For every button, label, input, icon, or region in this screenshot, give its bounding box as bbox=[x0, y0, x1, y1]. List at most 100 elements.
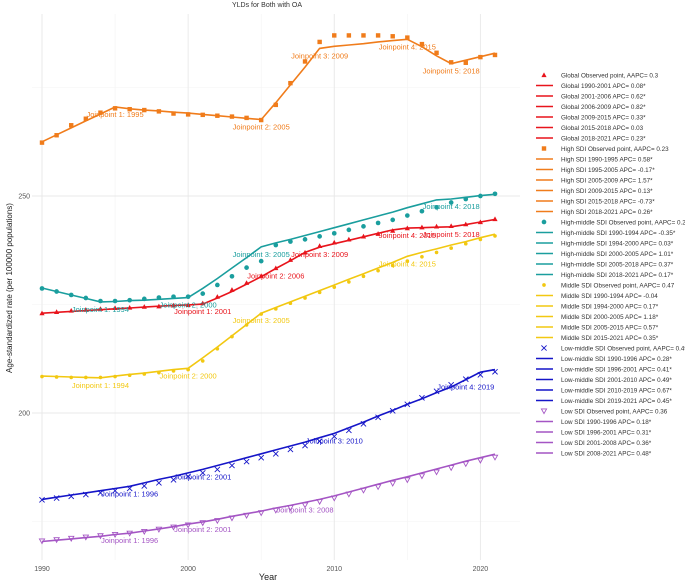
observed-point bbox=[53, 495, 60, 501]
observed-point bbox=[127, 106, 132, 112]
observed-point bbox=[433, 388, 440, 395]
observed-point bbox=[433, 469, 440, 476]
joinpoint-label: Joinpoint 4: 2019 bbox=[437, 383, 494, 392]
observed-point bbox=[447, 465, 455, 472]
legend-label: Global Observed point, AAPC= 0.3 bbox=[561, 73, 659, 80]
observed-point bbox=[390, 263, 395, 268]
observed-point bbox=[302, 442, 308, 449]
observed-point bbox=[360, 420, 367, 427]
observed-point bbox=[67, 535, 75, 542]
legend-label: High SDI 2009-2015 APC= 0.13* bbox=[561, 188, 653, 195]
observed-point bbox=[492, 216, 498, 222]
legend-marker bbox=[541, 219, 547, 225]
observed-point bbox=[434, 204, 439, 210]
legend-marker bbox=[540, 408, 548, 415]
observed-point bbox=[214, 466, 221, 473]
observed-point bbox=[258, 454, 265, 461]
observed-point bbox=[478, 54, 483, 60]
observed-point bbox=[68, 307, 74, 313]
observed-point bbox=[448, 60, 454, 65]
observed-point bbox=[185, 112, 191, 117]
legend-label: Middle SDI 2015-2021 APC= 0.35* bbox=[561, 335, 659, 342]
observed-point bbox=[448, 381, 455, 388]
observed-point bbox=[331, 230, 337, 236]
observed-point bbox=[418, 473, 426, 480]
joinpoint-label: Joinpoint 3: 2009 bbox=[291, 250, 348, 259]
observed-point bbox=[111, 531, 119, 539]
observed-points bbox=[38, 33, 499, 545]
observed-point bbox=[185, 302, 191, 308]
legend-marker bbox=[541, 146, 547, 151]
observed-point bbox=[39, 140, 45, 145]
observed-point bbox=[185, 473, 192, 480]
joinpoint-label: Joinpoint 1: 1994 bbox=[72, 305, 129, 314]
observed-point bbox=[361, 224, 366, 229]
joinpoint-label: Joinpoint 1: 1994 bbox=[72, 381, 129, 390]
legend: Global Observed point, AAPC= 0.3 Global 1… bbox=[536, 72, 685, 458]
legend-marker bbox=[542, 283, 546, 287]
observed-point bbox=[345, 427, 352, 434]
observed-point bbox=[83, 116, 89, 121]
legend-label: High-middle SDI Observed point, AAPC= 0.… bbox=[561, 220, 685, 227]
joinpoint-label: Joinpoint 2: 2000 bbox=[160, 301, 217, 310]
observed-point bbox=[39, 286, 45, 291]
observed-point bbox=[390, 228, 396, 233]
observed-point bbox=[332, 33, 337, 38]
observed-point bbox=[419, 208, 425, 214]
legend-label: High SDI 2005-2009 APC= 1.57* bbox=[561, 178, 653, 185]
observed-point bbox=[361, 33, 366, 38]
observed-point bbox=[200, 112, 205, 118]
legend-label: Middle SDI Observed point, AAPC= 0.47 bbox=[561, 283, 675, 290]
observed-point bbox=[171, 369, 176, 373]
observed-point bbox=[404, 401, 411, 408]
observed-point bbox=[83, 295, 89, 301]
observed-point bbox=[331, 433, 338, 440]
joinpoint-label: Joinpoint 5: 2018 bbox=[423, 67, 480, 76]
observed-point bbox=[127, 304, 133, 310]
observed-point bbox=[287, 257, 294, 262]
observed-point bbox=[462, 461, 470, 468]
observed-point bbox=[141, 482, 148, 489]
legend-marker bbox=[541, 345, 547, 351]
observed-point bbox=[288, 239, 293, 244]
observed-point bbox=[478, 237, 483, 242]
observed-point bbox=[97, 306, 104, 311]
observed-point bbox=[69, 123, 74, 128]
legend-label: Low-middle SDI 1990-1996 APC= 0.28* bbox=[561, 356, 672, 363]
observed-point bbox=[419, 224, 425, 230]
plot-panel bbox=[32, 14, 520, 560]
observed-point bbox=[331, 239, 337, 245]
observed-point bbox=[199, 520, 207, 527]
legend-label: Middle SDI 2005-2015 APC= 0.57* bbox=[561, 325, 659, 332]
observed-point bbox=[68, 292, 74, 298]
observed-point bbox=[213, 518, 221, 525]
observed-point bbox=[126, 530, 134, 537]
joinpoint-label: Joinpoint 2: 2005 bbox=[233, 123, 290, 132]
observed-point bbox=[97, 489, 104, 496]
y-axis-label: Age-standardized rate (per 100000 popula… bbox=[5, 203, 14, 373]
observed-point bbox=[434, 250, 439, 255]
observed-point bbox=[302, 59, 308, 64]
observed-point bbox=[462, 376, 469, 383]
observed-point bbox=[244, 115, 249, 121]
observed-point bbox=[273, 265, 279, 271]
observed-point bbox=[215, 346, 220, 351]
legend-label: High SDI Observed point, AAPC= 0.23 bbox=[561, 146, 669, 153]
legend-label: High SDI 1995-2005 APC= -0.17* bbox=[561, 167, 655, 174]
observed-point bbox=[38, 538, 46, 545]
observed-point bbox=[200, 300, 206, 306]
observed-point bbox=[491, 454, 499, 461]
observed-point bbox=[376, 268, 380, 273]
observed-point bbox=[273, 242, 279, 248]
observed-point bbox=[39, 310, 45, 316]
legend-label: High-middle SDI 1994-2000 APC= 0.03* bbox=[561, 241, 674, 248]
observed-point bbox=[53, 537, 60, 544]
joinpoint-label: Joinpoint 3: 2010 bbox=[306, 436, 363, 445]
observed-point bbox=[39, 496, 45, 503]
observed-point bbox=[463, 221, 469, 227]
observed-point bbox=[405, 259, 410, 263]
observed-point bbox=[200, 359, 205, 363]
observed-point bbox=[316, 499, 324, 506]
observed-point bbox=[288, 301, 293, 306]
